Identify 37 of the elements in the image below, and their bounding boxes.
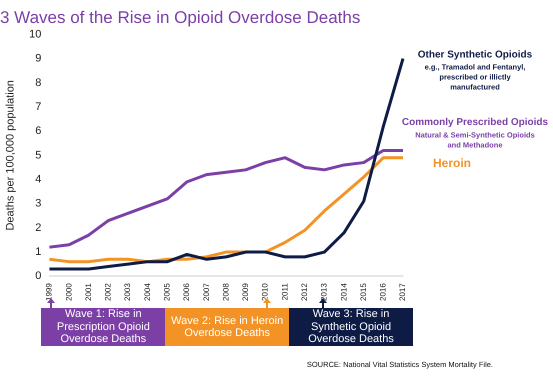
x-tick-label: 2005 [162,282,172,301]
x-tick-label: 2017 [398,282,408,301]
y-tick-label: 2 [35,222,42,234]
x-tick-label: 2001 [84,282,93,301]
y-tick-label: 0 [35,270,42,282]
y-tick-label: 6 [35,125,42,138]
x-tick-label: 2012 [300,282,309,301]
x-tick-label: 2015 [358,282,368,301]
x-tick-label: 1999 [44,282,54,301]
x-tick-label: 2004 [142,282,152,301]
x-tick-label: 2011 [280,282,290,300]
y-tick-label: 9 [35,52,42,65]
x-tick-label: 2007 [202,282,211,301]
text: Commonly Prescribed Opioids [402,117,549,128]
x-tick-label: 2014 [339,282,348,301]
series-label: Other Synthetic Opioids [418,49,533,60]
x-tick-label: 2003 [123,282,132,301]
x-tick-label: 2006 [182,282,192,301]
chart-title: 3 Waves of the Rise in Opioid Overdose Deaths [0,8,360,27]
text: Wave 3: Rise in Synthetic Opioid Overdose Deaths [289,308,413,346]
text: Heroin [433,156,472,170]
x-tick-label: 2002 [104,282,113,301]
x-tick-label: 2008 [221,282,230,301]
x-tick-label: 2013 [320,282,329,301]
y-tick-label: 5 [35,149,42,162]
y-axis-title: Deaths per 100,000 population [4,80,17,231]
y-tick-label: 10 [29,28,42,40]
text: Wave 1: Rise in Prescription Opioid Overdose Deaths [41,308,166,346]
y-tick-label: 7 [35,100,42,113]
x-tick-label: 2009 [241,282,250,301]
x-tick-label: 2000 [64,282,74,301]
x-tick-label: 2016 [378,282,388,301]
y-tick-label: 8 [35,76,42,89]
text: Wave 2: Rise in Heroin Overdose Deaths [165,308,290,346]
y-tick-label: 1 [35,246,42,258]
y-tick-label: 3 [35,198,42,210]
y-tick-label: 4 [35,174,42,186]
